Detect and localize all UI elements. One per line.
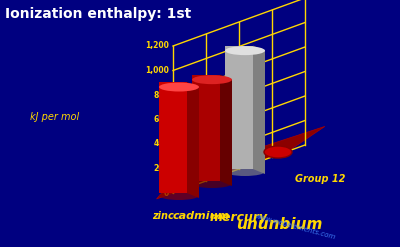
Polygon shape (253, 46, 265, 174)
Text: 800: 800 (153, 90, 169, 100)
Text: 1,200: 1,200 (145, 41, 169, 50)
Text: ununbium: ununbium (236, 217, 323, 232)
Text: 200: 200 (153, 164, 169, 173)
Ellipse shape (225, 46, 265, 55)
Polygon shape (220, 75, 232, 186)
Text: 0: 0 (164, 188, 169, 198)
Ellipse shape (225, 167, 265, 176)
Ellipse shape (192, 75, 232, 84)
Text: cadmium: cadmium (172, 211, 230, 221)
Text: kJ per mol: kJ per mol (30, 112, 80, 122)
Text: mercury: mercury (210, 211, 268, 224)
Polygon shape (187, 82, 199, 198)
Ellipse shape (159, 191, 199, 200)
Ellipse shape (159, 82, 199, 92)
Ellipse shape (192, 179, 232, 188)
Text: 1,000: 1,000 (145, 66, 169, 75)
Text: zinc: zinc (152, 211, 174, 221)
Text: 400: 400 (153, 140, 169, 148)
Text: www.webelements.com: www.webelements.com (254, 213, 336, 241)
Text: 600: 600 (153, 115, 169, 124)
Text: Group 12: Group 12 (295, 174, 345, 184)
Text: Ionization enthalpy: 1st: Ionization enthalpy: 1st (5, 7, 191, 21)
Polygon shape (159, 82, 187, 193)
Ellipse shape (264, 146, 292, 158)
Polygon shape (225, 46, 253, 169)
Polygon shape (192, 75, 220, 181)
Polygon shape (156, 126, 325, 199)
